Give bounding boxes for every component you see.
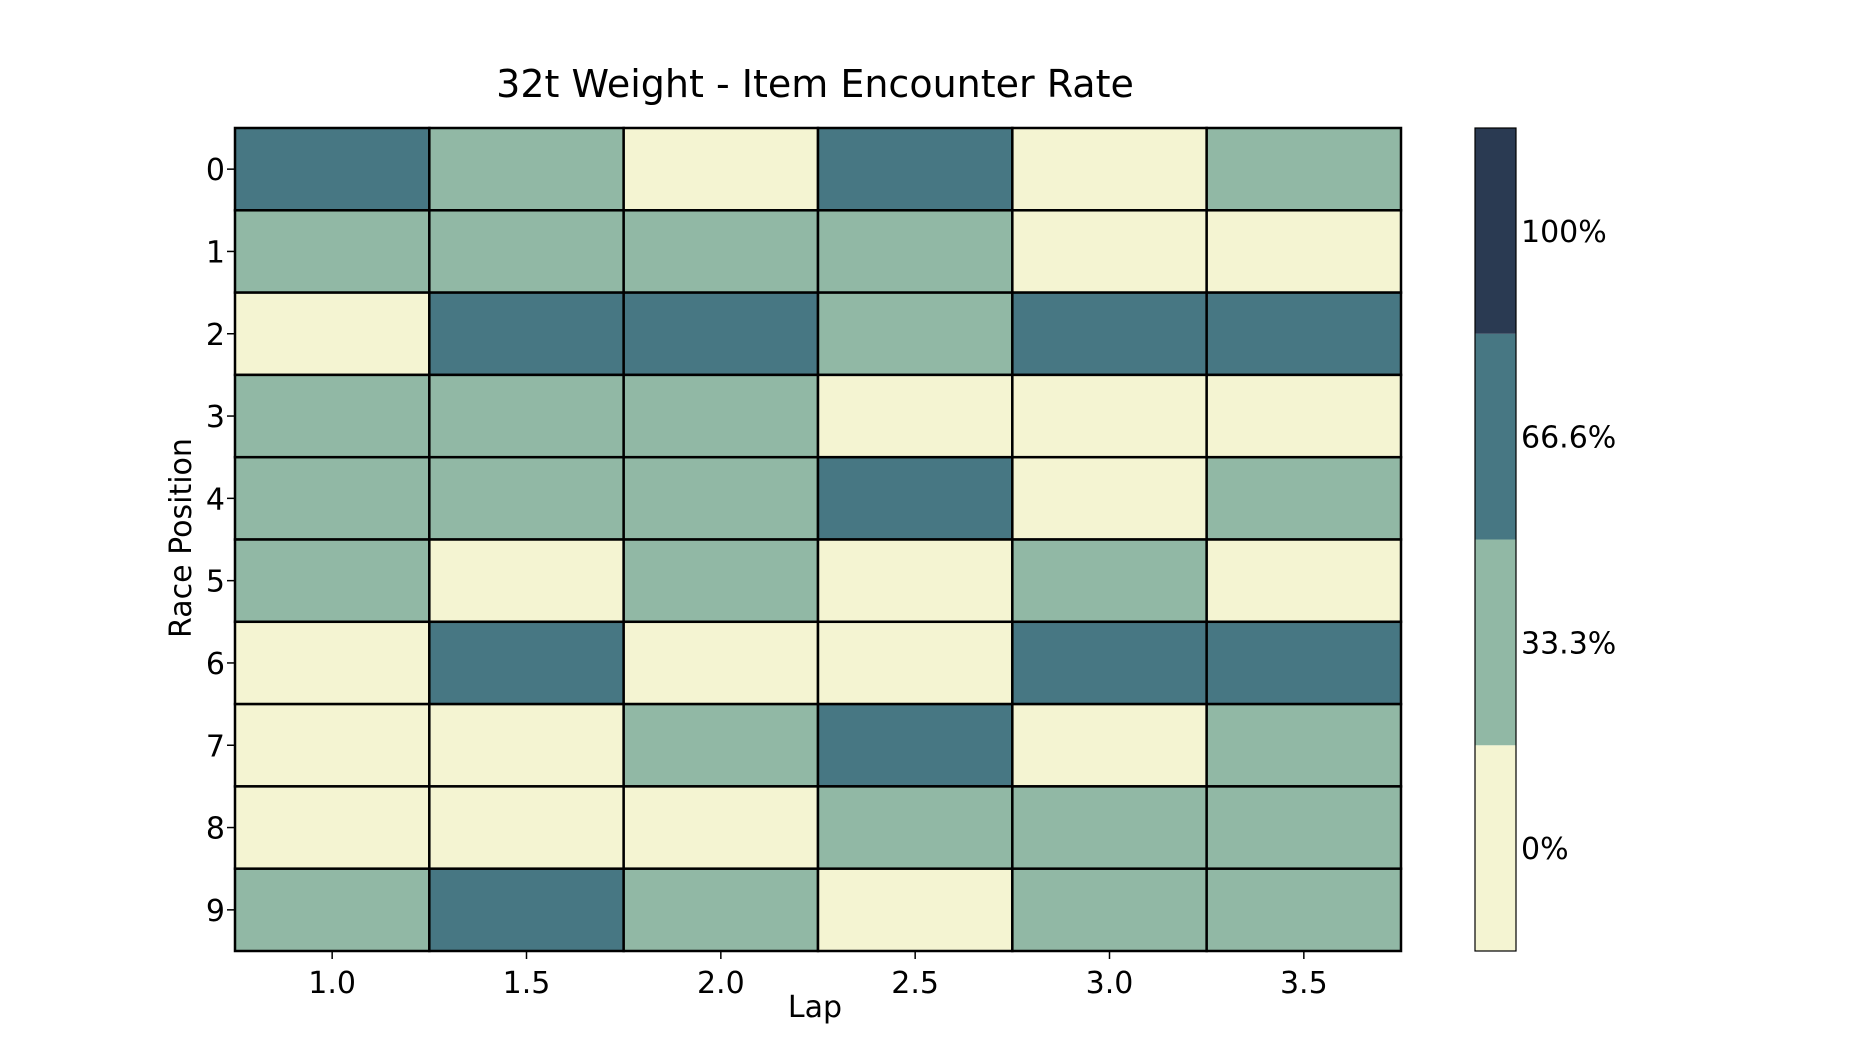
heatmap-cell (1205, 785, 1403, 870)
chart-title: 32t Weight - Item Encounter Rate (496, 62, 1134, 106)
heatmap-cell (816, 291, 1014, 377)
heatmap-cell (816, 867, 1014, 953)
heatmap-cell (816, 126, 1014, 212)
heatmap-cell (622, 785, 820, 870)
heatmap-cell (816, 455, 1014, 541)
y-tick-label: 3 (206, 400, 225, 435)
heatmap-cell (1011, 455, 1208, 541)
x-tick-label: 2.5 (891, 966, 939, 1001)
heatmap-cell (1011, 373, 1208, 459)
heatmap-cell (233, 291, 431, 377)
heatmap-cell (233, 455, 431, 541)
colorbar-segment (1475, 745, 1516, 951)
y-axis-label: Race Position (164, 438, 199, 638)
heatmap-cell (428, 291, 625, 377)
heatmap-cell (1205, 209, 1403, 294)
heatmap-cell (428, 785, 625, 870)
heatmap-cell (233, 373, 431, 459)
x-tick-label: 1.0 (308, 966, 356, 1001)
colorbar-label: 0% (1521, 832, 1569, 867)
colorbar-segment (1475, 539, 1516, 746)
heatmap-cell (1205, 455, 1403, 541)
heatmap-cell (1205, 620, 1403, 706)
heatmap-cell (233, 702, 431, 788)
heatmap-cell (1205, 538, 1403, 624)
heatmap-cell (1205, 702, 1403, 788)
y-tick-label: 2 (206, 318, 225, 353)
heatmap-cell (428, 209, 625, 294)
colorbar-segment (1475, 128, 1516, 334)
colorbar-frame (1474, 127, 1517, 952)
heatmap-cell (428, 538, 625, 624)
heatmap-cell (428, 126, 625, 212)
heatmap-cell (1011, 291, 1208, 377)
heatmap-cell (622, 291, 820, 377)
heatmap-cell (816, 373, 1014, 459)
heatmap-cell (1205, 126, 1403, 212)
heatmap-cell (622, 867, 820, 953)
heatmap-cell (816, 538, 1014, 624)
heatmap-cell (233, 785, 431, 870)
heatmap-cell (233, 620, 431, 706)
x-tick-label: 1.5 (503, 966, 551, 1001)
heatmap-cell (233, 209, 431, 294)
heatmap-cell (428, 620, 625, 706)
colorbar: 0% 33.3% 66.6% 100% (1474, 127, 1616, 952)
heatmap-cell (622, 702, 820, 788)
y-tick-label: 4 (206, 482, 225, 517)
heatmap-cell (622, 209, 820, 294)
heatmap-cell (1011, 209, 1208, 294)
heatmap-cell (428, 867, 625, 953)
heatmap-cell (816, 620, 1014, 706)
y-tick-label: 6 (206, 647, 225, 682)
heatmap-cell (428, 702, 625, 788)
colorbar-label: 66.6% (1521, 421, 1616, 456)
heatmap-cell (622, 126, 820, 212)
y-tick-label: 5 (206, 565, 225, 600)
heatmap-cells (233, 126, 1403, 953)
heatmap-cell (1205, 373, 1403, 459)
x-tick-label: 2.0 (697, 966, 745, 1001)
y-tick-label: 1 (206, 235, 225, 270)
heatmap-cell (428, 373, 625, 459)
heatmap-cell (1011, 538, 1208, 624)
heatmap-cell (816, 702, 1014, 788)
heatmap-cell (233, 126, 431, 212)
heatmap-cell (622, 373, 820, 459)
colorbar-label: 100% (1521, 215, 1607, 250)
x-tick-label: 3.0 (1086, 966, 1134, 1001)
y-tick-label: 9 (206, 894, 225, 929)
heatmap-cell (1011, 126, 1208, 212)
heatmap-cell (622, 538, 820, 624)
heatmap-cell (1205, 291, 1403, 377)
y-tick-label: 7 (206, 729, 225, 764)
heatmap-cell (622, 455, 820, 541)
colorbar-segment (1475, 333, 1516, 540)
y-tick-label: 0 (206, 153, 225, 188)
heatmap-cell (1011, 785, 1208, 870)
x-tick-label: 3.5 (1280, 966, 1328, 1001)
x-axis-label: Lap (788, 990, 842, 1025)
colorbar-label: 33.3% (1521, 626, 1616, 661)
axes: 0 1 2 3 4 5 6 7 8 9 1.0 1.5 2.0 2.5 3.0 3.5 (206, 153, 1328, 1001)
y-tick-label: 8 (206, 812, 225, 847)
heatmap-cell (1011, 867, 1208, 953)
heatmap-cell (233, 867, 431, 953)
heatmap-cell (816, 209, 1014, 294)
heatmap-cell (622, 620, 820, 706)
heatmap-cell (233, 538, 431, 624)
heatmap-cell (1205, 867, 1403, 953)
heatmap-cell (1011, 620, 1208, 706)
heatmap-cell (816, 785, 1014, 870)
heatmap-cell (1011, 702, 1208, 788)
heatmap-cell (428, 455, 625, 541)
